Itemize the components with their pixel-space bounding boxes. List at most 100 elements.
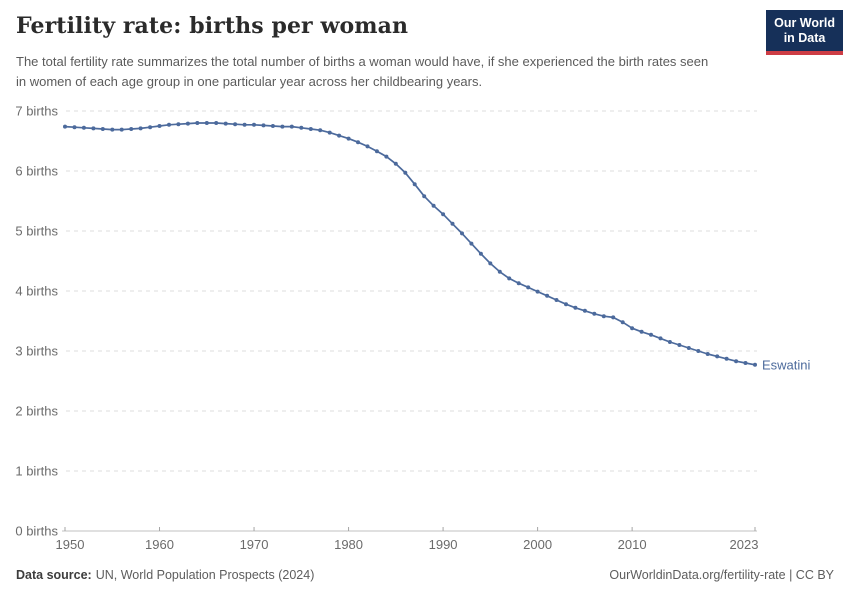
- data-point-1959: [148, 125, 153, 130]
- owid-logo-line1: Our World: [774, 16, 835, 30]
- data-point-1973: [280, 124, 285, 129]
- data-point-1961: [167, 122, 171, 127]
- data-point-2016: [686, 346, 691, 350]
- data-point-2005: [582, 308, 587, 313]
- data-point-1990: [441, 212, 446, 217]
- y-tick-label-0: 0 births: [15, 524, 58, 539]
- data-point-2002: [554, 298, 559, 302]
- data-source-value: UN, World Population Prospects (2024): [95, 568, 315, 582]
- data-point-2009: [620, 320, 625, 325]
- data-point-1997: [507, 276, 512, 281]
- data-point-1969: [242, 122, 247, 127]
- data-point-2012: [649, 332, 653, 337]
- data-point-1974: [289, 124, 294, 129]
- chart-title: Fertility rate: births per woman: [16, 13, 409, 39]
- y-tick-label-1: 1 births: [15, 464, 58, 479]
- data-point-1988: [422, 194, 427, 199]
- y-tick-label-2: 2 births: [15, 404, 58, 419]
- data-point-1960: [157, 124, 162, 128]
- x-tick-label-1980: 1980: [334, 537, 363, 552]
- chart-footer: Data source: UN, World Population Prospec…: [16, 568, 834, 582]
- data-point-2018: [705, 352, 710, 356]
- data-point-1977: [318, 128, 323, 133]
- data-point-1993: [469, 241, 474, 246]
- data-point-2017: [696, 349, 701, 353]
- data-point-2011: [639, 329, 644, 334]
- data-point-1989: [431, 203, 436, 208]
- y-tick-label-6: 6 births: [15, 164, 58, 179]
- data-point-1996: [497, 269, 502, 274]
- data-point-1981: [356, 140, 360, 145]
- y-tick-label-7: 7 births: [15, 104, 58, 119]
- data-point-1982: [365, 144, 370, 149]
- data-point-2006: [592, 311, 597, 316]
- data-point-1963: [185, 121, 190, 126]
- data-point-1978: [327, 130, 332, 135]
- data-point-2010: [630, 326, 635, 331]
- x-tick-label-2000: 2000: [523, 537, 552, 552]
- owid-logo[interactable]: Our World in Data: [766, 10, 843, 55]
- data-point-1994: [478, 251, 483, 256]
- data-point-1976: [308, 127, 313, 131]
- x-tick-label-1990: 1990: [429, 537, 458, 552]
- data-point-1957: [129, 127, 134, 131]
- entity-label: Eswatini: [762, 357, 811, 372]
- data-point-1995: [488, 261, 493, 266]
- data-point-1980: [346, 136, 351, 141]
- x-tick-label-2023: 2023: [730, 537, 759, 552]
- data-point-1986: [403, 170, 408, 175]
- data-point-1985: [393, 161, 398, 166]
- data-point-1987: [412, 182, 417, 187]
- y-tick-label-3: 3 births: [15, 344, 58, 359]
- data-source-label: Data source:: [16, 568, 92, 582]
- data-point-1964: [195, 121, 200, 125]
- data-point-2007: [601, 314, 606, 319]
- data-point-1956: [119, 127, 124, 132]
- data-point-1971: [261, 123, 266, 128]
- owid-logo-line2: in Data: [783, 31, 826, 45]
- data-point-1991: [450, 221, 455, 226]
- data-point-1998: [516, 281, 521, 286]
- data-point-1958: [138, 126, 143, 131]
- x-tick-label-2010: 2010: [618, 537, 647, 552]
- data-point-1950: [63, 124, 67, 129]
- data-point-2019: [715, 354, 720, 359]
- data-point-1968: [233, 122, 238, 127]
- x-tick-label-1950: 1950: [56, 537, 85, 552]
- y-tick-label-4: 4 births: [15, 284, 58, 299]
- data-point-2000: [535, 289, 540, 294]
- data-point-1975: [299, 125, 304, 130]
- data-point-2001: [545, 293, 550, 298]
- fertility-line-eswatini: [64, 122, 756, 366]
- data-point-1970: [252, 122, 256, 127]
- data-point-2003: [564, 302, 568, 307]
- data-point-2022: [743, 361, 748, 365]
- y-tick-label-5: 5 births: [15, 224, 58, 239]
- data-point-2020: [724, 356, 729, 361]
- data-point-1972: [270, 124, 275, 128]
- data-point-1992: [460, 231, 464, 236]
- data-point-1954: [100, 127, 105, 131]
- data-point-2015: [677, 343, 682, 347]
- data-point-1965: [204, 121, 209, 125]
- data-point-1951: [72, 125, 77, 130]
- data-point-1967: [223, 121, 228, 126]
- chart-subtitle: The total fertility rate summarizes the …: [16, 54, 709, 89]
- data-point-1952: [81, 125, 86, 130]
- license-link[interactable]: OurWorldinData.org/fertility-rate | CC B…: [609, 568, 834, 582]
- data-point-1962: [176, 122, 181, 127]
- data-point-2004: [573, 305, 578, 310]
- data-point-2014: [667, 340, 672, 344]
- x-tick-label-1960: 1960: [145, 537, 174, 552]
- data-point-1984: [384, 154, 389, 159]
- data-point-2008: [611, 315, 616, 320]
- data-source-note: Data source: UN, World Population Prospec…: [16, 568, 314, 582]
- data-point-1966: [214, 121, 219, 125]
- data-point-1999: [526, 285, 531, 290]
- x-tick-label-1970: 1970: [240, 537, 269, 552]
- data-point-2021: [734, 359, 739, 364]
- data-point-2023: [753, 362, 757, 367]
- data-point-1983: [374, 149, 379, 154]
